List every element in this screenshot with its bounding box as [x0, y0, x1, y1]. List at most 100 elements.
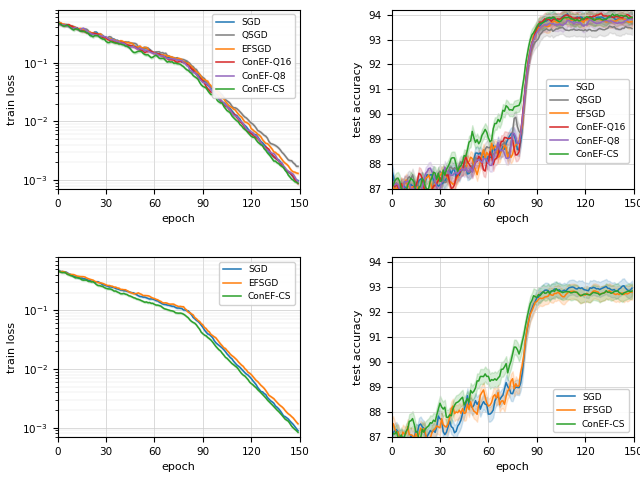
- ConEF-Q8: [388, 183, 396, 189]
- ConEF-Q16: [54, 21, 61, 26]
- Line: ConEF-CS: ConEF-CS: [58, 271, 298, 432]
- EFSGD: [562, 15, 570, 21]
- SGD: [54, 18, 61, 24]
- QSGD: [220, 94, 228, 100]
- SGD: [388, 166, 396, 171]
- ConEF-CS: [294, 180, 302, 186]
- EFSGD: [220, 345, 228, 351]
- EFSGD: [589, 17, 597, 23]
- QSGD: [628, 26, 636, 32]
- ConEF-Q16: [294, 180, 302, 186]
- QSGD: [515, 128, 523, 134]
- QSGD: [149, 49, 157, 55]
- SGD: [513, 384, 521, 390]
- EFSGD: [425, 438, 433, 444]
- ConEF-CS: [191, 74, 198, 80]
- ConEF-Q8: [191, 70, 198, 75]
- EFSGD: [515, 138, 523, 144]
- ConEF-Q16: [252, 134, 260, 140]
- ConEF-CS: [220, 352, 228, 358]
- Y-axis label: train loss: train loss: [7, 74, 17, 125]
- ConEF-Q16: [588, 14, 595, 20]
- ConEF-CS: [515, 103, 523, 108]
- ConEF-CS: [468, 129, 476, 134]
- Line: ConEF-CS: ConEF-CS: [392, 289, 632, 441]
- X-axis label: epoch: epoch: [495, 462, 529, 472]
- ConEF-CS: [189, 320, 197, 325]
- ConEF-Q16: [133, 46, 141, 51]
- ConEF-CS: [484, 373, 492, 379]
- EFSGD: [189, 312, 197, 318]
- SGD: [515, 147, 523, 153]
- QSGD: [180, 57, 188, 62]
- ConEF-CS: [556, 19, 563, 24]
- EFSGD: [134, 44, 142, 50]
- EFSGD: [294, 421, 302, 427]
- ConEF-Q8: [484, 161, 492, 167]
- SGD: [54, 268, 61, 274]
- QSGD: [133, 41, 141, 47]
- Line: ConEF-Q16: ConEF-Q16: [392, 13, 632, 200]
- Legend: SGD, EFSGD, ConEF-CS: SGD, EFSGD, ConEF-CS: [553, 389, 629, 432]
- EFSGD: [468, 405, 476, 410]
- EFSGD: [388, 186, 396, 192]
- ConEF-CS: [388, 184, 396, 190]
- QSGD: [54, 18, 61, 24]
- ConEF-CS: [149, 300, 157, 306]
- ConEF-Q8: [56, 22, 63, 27]
- SGD: [150, 297, 158, 302]
- QSGD: [468, 163, 476, 168]
- X-axis label: epoch: epoch: [162, 462, 196, 472]
- EFSGD: [221, 98, 229, 104]
- SGD: [254, 384, 262, 390]
- ConEF-Q16: [180, 60, 188, 65]
- EFSGD: [57, 20, 65, 25]
- ConEF-CS: [628, 14, 636, 20]
- SGD: [56, 268, 63, 274]
- SGD: [554, 288, 562, 293]
- QSGD: [525, 60, 532, 66]
- ConEF-Q16: [598, 10, 605, 16]
- SGD: [628, 285, 636, 291]
- SGD: [524, 327, 531, 333]
- Y-axis label: test accuracy: test accuracy: [353, 61, 363, 137]
- ConEF-CS: [628, 288, 636, 294]
- ConEF-Q16: [220, 101, 228, 107]
- EFSGD: [149, 295, 157, 301]
- EFSGD: [628, 19, 636, 24]
- ConEF-CS: [150, 53, 158, 59]
- ConEF-CS: [54, 268, 61, 274]
- ConEF-Q8: [468, 169, 476, 175]
- ConEF-CS: [401, 192, 408, 198]
- SGD: [525, 57, 532, 62]
- SGD: [294, 428, 302, 433]
- QSGD: [556, 25, 563, 31]
- ConEF-Q16: [388, 183, 396, 189]
- ConEF-CS: [525, 44, 532, 49]
- ConEF-Q8: [525, 58, 532, 64]
- EFSGD: [191, 67, 198, 73]
- ConEF-Q8: [254, 135, 262, 141]
- EFSGD: [525, 318, 532, 324]
- SGD: [189, 68, 197, 73]
- QSGD: [425, 196, 433, 202]
- ConEF-Q8: [134, 47, 142, 52]
- SGD: [586, 285, 594, 291]
- Line: SGD: SGD: [58, 21, 298, 180]
- Y-axis label: test accuracy: test accuracy: [353, 310, 363, 385]
- ConEF-CS: [254, 139, 262, 145]
- Y-axis label: train loss: train loss: [7, 322, 17, 372]
- SGD: [483, 402, 491, 408]
- QSGD: [605, 23, 613, 29]
- EFSGD: [252, 377, 260, 383]
- EFSGD: [54, 20, 61, 26]
- Line: ConEF-CS: ConEF-CS: [58, 24, 298, 183]
- EFSGD: [588, 290, 595, 296]
- ConEF-CS: [56, 21, 63, 26]
- Line: SGD: SGD: [392, 286, 632, 441]
- SGD: [149, 49, 157, 55]
- ConEF-Q8: [181, 60, 189, 66]
- SGD: [221, 348, 229, 354]
- EFSGD: [556, 290, 563, 296]
- SGD: [180, 60, 188, 65]
